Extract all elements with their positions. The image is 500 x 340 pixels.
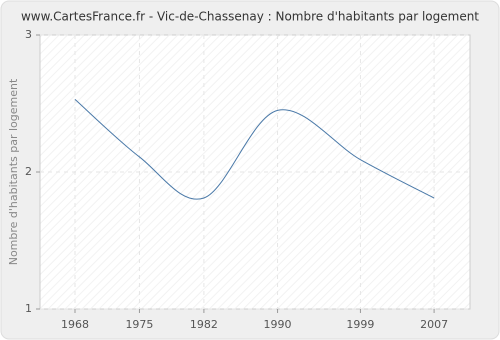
y-tick-label: 1 xyxy=(25,302,32,315)
y-axis-title: Nombre d'habitants par logement xyxy=(7,78,20,265)
plot-area xyxy=(39,34,471,310)
x-tick-label: 1999 xyxy=(346,318,374,331)
x-tick-label: 1990 xyxy=(264,318,292,331)
chart-title: www.CartesFrance.fr - Vic-de-Chassenay :… xyxy=(21,10,479,24)
x-tick-label: 1968 xyxy=(61,318,89,331)
x-tick-label: 1975 xyxy=(125,318,153,331)
line xyxy=(74,99,435,200)
y-tick-label: 2 xyxy=(25,165,32,178)
y-tick-label: 3 xyxy=(25,28,32,41)
x-tick-label: 1982 xyxy=(190,318,218,331)
x-tick-label: 2007 xyxy=(420,318,448,331)
